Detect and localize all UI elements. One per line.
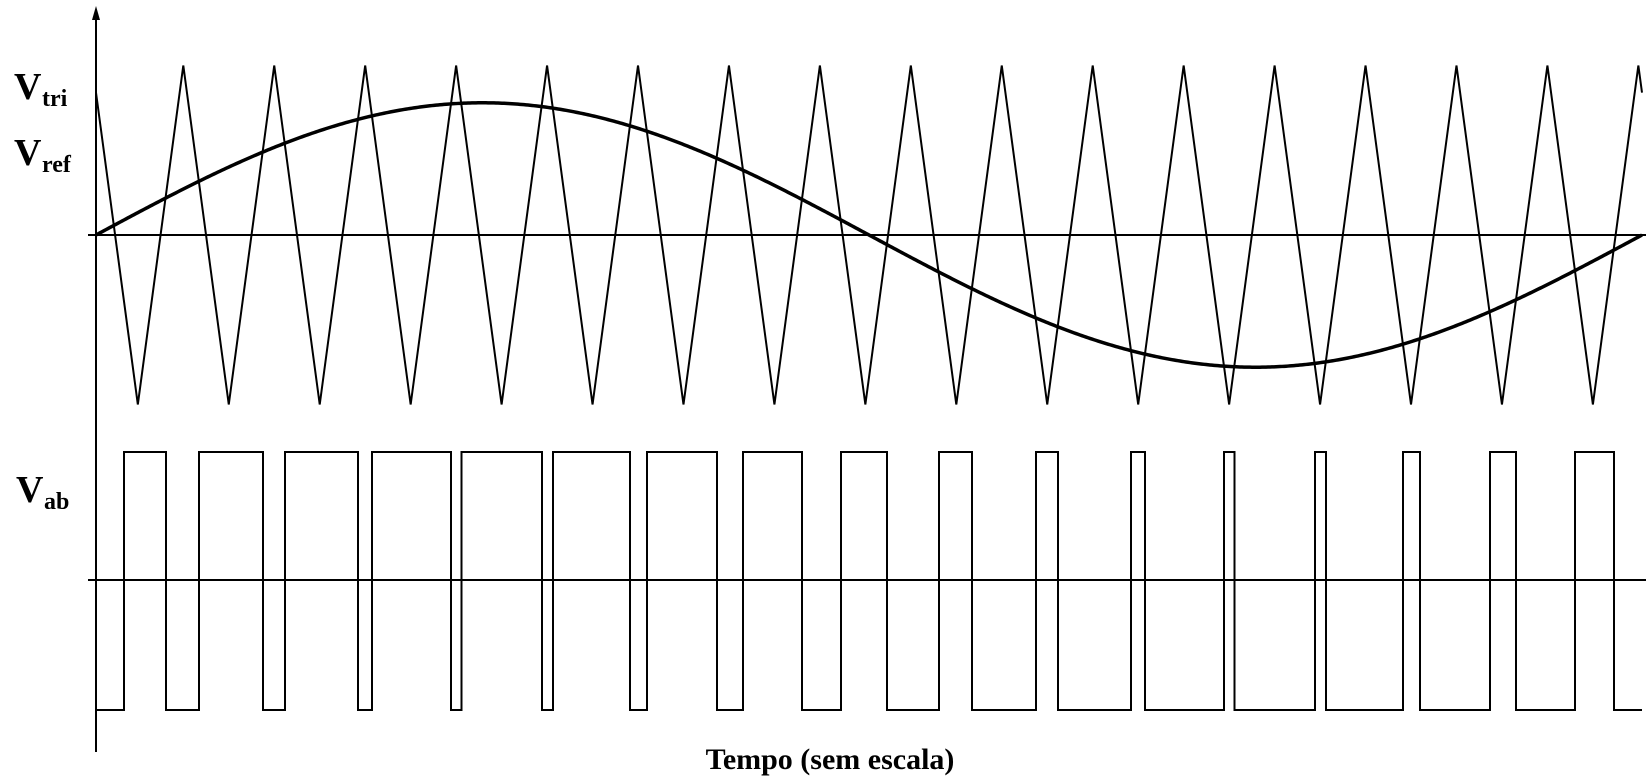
label-v-ab-main: V	[16, 469, 44, 511]
label-v-ref: V ref	[14, 132, 72, 178]
triangular-carrier-wave	[95, 65, 1643, 405]
label-v-ab-sub: ab	[44, 489, 69, 515]
label-v-tri-sub: tri	[42, 86, 68, 112]
label-v-tri-main: V	[14, 66, 42, 108]
label-v-tri: V tri	[14, 66, 68, 112]
x-axis-label: Tempo (sem escala)	[706, 743, 955, 776]
label-v-ref-main: V	[14, 132, 42, 174]
label-v-ref-sub: ref	[42, 152, 72, 178]
label-v-ab: V ab	[16, 469, 69, 515]
vertical-axis-arrow	[92, 6, 100, 20]
pwm-output-wave	[96, 451, 1642, 711]
sinusoidal-reference-wave	[95, 101, 1643, 369]
